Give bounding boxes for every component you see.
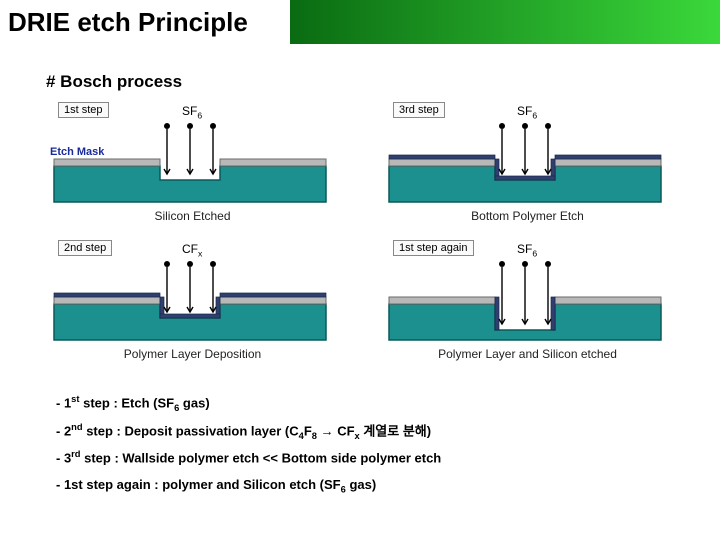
notes-list: - 1st step : Etch (SF6 gas) - 2nd step :… [0, 370, 720, 499]
panel-step-1-again: 1st step againSF6Polymer Layer and Silic… [375, 238, 680, 370]
cross-section [375, 238, 675, 370]
note-3: - 3rd step : Wallside polymer etch << Bo… [56, 445, 720, 471]
cross-section [40, 100, 340, 232]
cross-section [40, 238, 340, 370]
page-title: DRIE etch Principle [0, 7, 290, 38]
title-gradient [290, 0, 720, 44]
diagram-grid: 1st stepSF6Etch MaskSilicon SubstrateSil… [0, 100, 720, 370]
note-1: - 1st step : Etch (SF6 gas) [56, 390, 720, 418]
cross-section [375, 100, 675, 232]
note-4: - 1st step again : polymer and Silicon e… [56, 472, 720, 499]
section-heading: # Bosch process [0, 44, 720, 100]
note-2: - 2nd step : Deposit passivation layer (… [56, 418, 720, 446]
title-bar: DRIE etch Principle [0, 0, 720, 44]
panel-step-3: 3rd stepSF6Bottom Polymer Etch [375, 100, 680, 232]
panel-step-1: 1st stepSF6Etch MaskSilicon SubstrateSil… [40, 100, 345, 232]
panel-step-2: 2nd stepCFxPolymer Layer Deposition [40, 238, 345, 370]
